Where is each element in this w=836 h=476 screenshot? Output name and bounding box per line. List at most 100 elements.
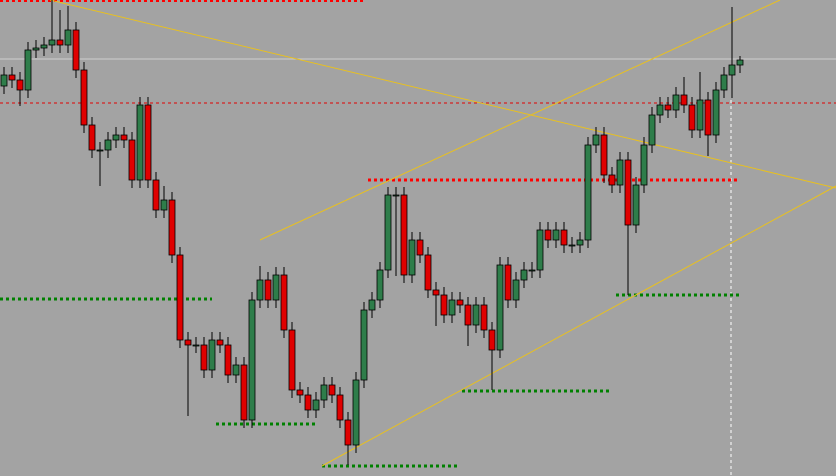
candle-body: [464, 304, 472, 326]
candle-body: [304, 394, 312, 411]
candle-body: [384, 194, 392, 271]
candle-body: [8, 74, 16, 81]
candle-body: [224, 344, 232, 376]
candle-body: [40, 44, 48, 49]
candle-body: [520, 269, 528, 281]
candle-body: [368, 299, 376, 311]
candle-body: [320, 384, 328, 401]
candle-body: [632, 184, 640, 226]
candle-body: [136, 104, 144, 181]
candle-body: [440, 294, 448, 316]
candle-body: [312, 399, 320, 411]
candle-body: [672, 94, 680, 111]
candle-body: [72, 29, 80, 71]
candle-body: [584, 144, 592, 241]
candle-body: [248, 299, 256, 421]
candle-body: [408, 239, 416, 276]
candle-body: [736, 59, 744, 66]
candle-body: [288, 329, 296, 391]
candle-body: [144, 104, 152, 181]
candle-body: [256, 279, 264, 301]
candle-body: [432, 289, 440, 296]
candle-body: [560, 229, 568, 246]
candle-body: [104, 139, 112, 151]
candle-body: [152, 179, 160, 211]
candle-body: [192, 344, 200, 347]
candle-body: [536, 229, 544, 271]
candle-body: [96, 149, 104, 152]
candle-body: [624, 159, 632, 226]
trend-line: [49, 0, 836, 189]
candle-body: [232, 364, 240, 376]
candle-body: [352, 379, 360, 446]
candle-body: [416, 239, 424, 256]
candle-body: [720, 74, 728, 91]
candle-body: [688, 104, 696, 131]
candle-body: [328, 384, 336, 396]
candle-body: [528, 269, 536, 272]
candle-body: [512, 279, 520, 301]
candle-body: [600, 134, 608, 176]
candle-body: [240, 364, 248, 421]
candle-body: [168, 199, 176, 256]
candle-body: [32, 47, 40, 51]
candle-body: [480, 304, 488, 331]
candle-body: [608, 174, 616, 186]
candle-body: [424, 254, 432, 291]
candle-body: [24, 49, 32, 91]
candle-body: [376, 269, 384, 301]
candle-body: [504, 264, 512, 301]
candle-body: [360, 309, 368, 381]
candle-body: [568, 244, 576, 247]
candle-body: [680, 94, 688, 106]
candle-body: [0, 74, 8, 87]
candle-body: [280, 274, 288, 331]
candle-body: [472, 304, 480, 326]
candle-body: [56, 39, 64, 46]
candle-body: [400, 194, 408, 276]
candle-body: [208, 339, 216, 371]
candle-body: [392, 194, 400, 197]
candle-body: [184, 339, 192, 346]
candle-body: [696, 99, 704, 131]
candle-body: [616, 159, 624, 186]
candle-body: [592, 134, 600, 146]
candle-body: [160, 199, 168, 211]
candle-body: [488, 329, 496, 351]
candle-body: [448, 299, 456, 316]
candle-body: [264, 279, 272, 301]
candle-body: [648, 114, 656, 146]
candle-body: [728, 64, 736, 76]
candle-body: [552, 229, 560, 241]
candle-body: [216, 339, 224, 346]
candle-body: [112, 134, 120, 141]
candle-body: [336, 394, 344, 421]
candle-body: [200, 344, 208, 371]
candle-body: [712, 89, 720, 136]
trend-line: [321, 185, 836, 467]
candle-body: [128, 139, 136, 181]
candle-body: [664, 104, 672, 111]
candle-body: [704, 99, 712, 136]
candle-body: [64, 29, 72, 46]
candle-body: [344, 419, 352, 446]
candle-body: [80, 69, 88, 126]
candle-body: [576, 239, 584, 246]
candle-body: [656, 104, 664, 116]
candle-body: [296, 389, 304, 396]
candle-body: [496, 264, 504, 351]
candle-body: [272, 274, 280, 301]
candle-body: [16, 79, 24, 91]
candle-body: [640, 144, 648, 186]
candle-body: [88, 124, 96, 151]
candle-body: [48, 39, 56, 46]
candle-body: [176, 254, 184, 341]
candles: [0, 0, 744, 465]
candle-body: [456, 299, 464, 306]
candle-body: [544, 229, 552, 241]
trend-line: [259, 0, 781, 241]
candle-body: [120, 134, 128, 141]
